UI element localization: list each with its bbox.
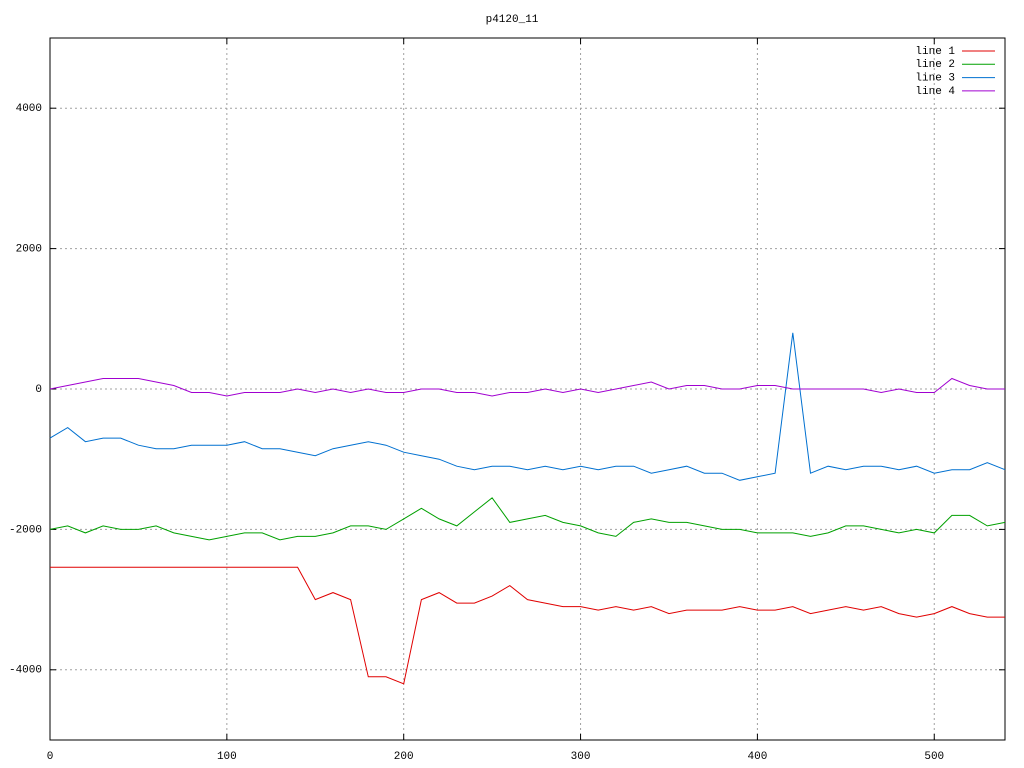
chart-title: p4120_11 <box>486 14 539 26</box>
x-tick-label: 100 <box>217 751 237 763</box>
x-tick-label: 200 <box>394 751 414 763</box>
x-tick-label: 300 <box>571 751 591 763</box>
y-tick-label: -2000 <box>9 524 42 536</box>
x-tick-label: 500 <box>924 751 944 763</box>
y-tick-label: -4000 <box>9 665 42 677</box>
y-tick-label: 0 <box>35 384 42 396</box>
data-line <box>50 566 1005 685</box>
legend-label: line 2 <box>915 59 955 71</box>
y-tick-label: 4000 <box>16 103 42 115</box>
y-tick-label: 2000 <box>16 244 42 256</box>
legend-label: line 3 <box>915 73 955 85</box>
x-tick-label: 0 <box>47 751 54 763</box>
x-tick-label: 400 <box>748 751 768 763</box>
legend-label: line 1 <box>915 46 955 58</box>
data-line <box>49 332 1006 481</box>
legend-label: line 4 <box>915 86 955 98</box>
data-line <box>49 377 1005 397</box>
data-line <box>49 497 1006 541</box>
